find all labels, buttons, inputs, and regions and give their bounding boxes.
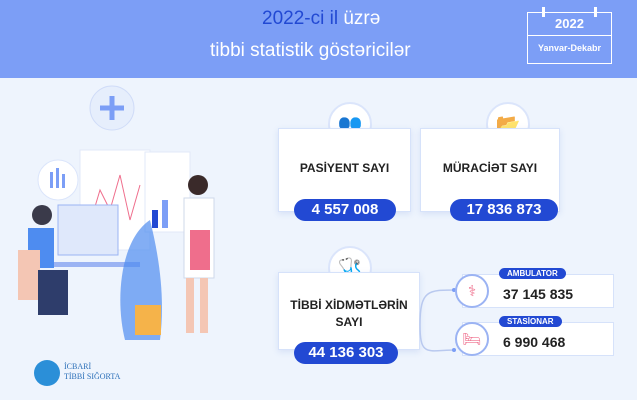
patients-label: PASİYENT SAYI bbox=[299, 161, 390, 175]
patients-card: PASİYENT SAYI bbox=[278, 128, 411, 212]
logo-line1: İCBARİ bbox=[64, 362, 92, 371]
appeals-label: MÜRACİƏT SAYI bbox=[442, 161, 538, 175]
stasionar-value: 6 990 468 bbox=[503, 334, 566, 350]
ambulator-label: AMBULATOR bbox=[499, 268, 566, 279]
date-range: Yanvar-Dekabr bbox=[537, 43, 602, 53]
services-label: TİBBİ XİDMƏTLƏRİN SAYI bbox=[290, 298, 408, 329]
services-value: 44 136 303 bbox=[294, 342, 398, 364]
page-subtitle: tibbi statistik göstəricilər bbox=[210, 40, 411, 61]
patients-value: 4 557 008 bbox=[294, 199, 396, 221]
ambulator-value: 37 145 835 bbox=[503, 286, 574, 302]
services-card: TİBBİ XİDMƏTLƏRİN SAYI bbox=[278, 272, 420, 350]
hospital-bed-icon: 🛏 bbox=[455, 322, 489, 356]
appeals-value: 17 836 873 bbox=[450, 199, 558, 221]
page-title: 2022-ci il üzrə bbox=[262, 8, 380, 30]
calendar-pin-icon bbox=[542, 7, 545, 17]
connector-lines bbox=[419, 288, 457, 352]
doctor-icon: ⚕ bbox=[455, 274, 489, 308]
calendar-divider bbox=[528, 35, 611, 36]
logo-icon bbox=[34, 360, 60, 386]
appeals-card: MÜRACİƏT SAYI bbox=[420, 128, 560, 212]
doctor-illustration bbox=[18, 85, 215, 340]
logo-line2: TİBBİ SIĞORTA bbox=[64, 372, 121, 381]
logo-text: İCBARİ TİBBİ SIĞORTA bbox=[64, 362, 120, 382]
stasionar-label: STASİONAR bbox=[499, 316, 562, 327]
calendar-pin-icon bbox=[594, 7, 597, 17]
header-banner bbox=[0, 0, 637, 78]
title-highlight: 2022-ci il bbox=[262, 8, 339, 29]
calendar-badge: 2022 Yanvar-Dekabr bbox=[527, 7, 612, 64]
date-year: 2022 bbox=[555, 16, 584, 31]
title-rest: üzrə bbox=[338, 8, 381, 29]
